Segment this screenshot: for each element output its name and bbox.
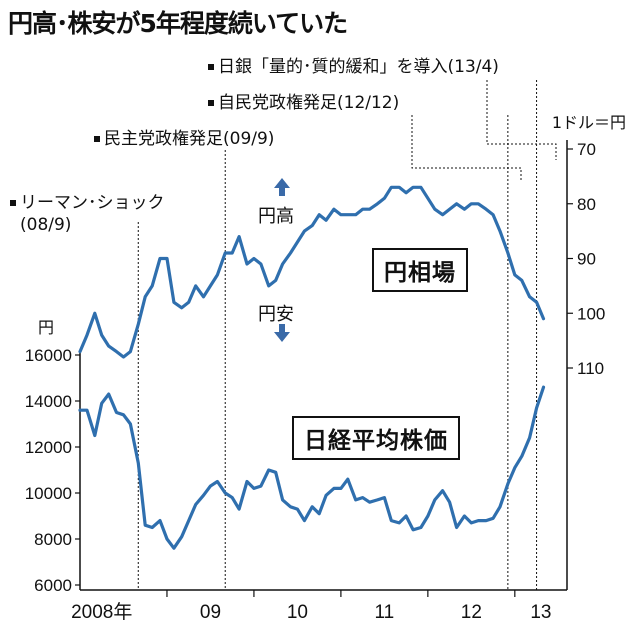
left-unit-label: 円 xyxy=(38,318,54,337)
chart-title: 円高･株安が5年程度続いていた xyxy=(8,9,348,38)
nikkei-series xyxy=(78,385,546,550)
bullet-icon xyxy=(94,136,100,142)
annotation-lehman-text: リーマン･ショック xyxy=(20,193,165,213)
left-tick-label: 10000 xyxy=(25,484,72,503)
nikkei-line xyxy=(78,385,546,550)
left-tick-label: 12000 xyxy=(25,438,72,457)
event-guide-lines xyxy=(137,80,557,590)
left-tick-label: 14000 xyxy=(25,392,72,411)
annotation-abenomics-text: 日銀「量的･質的緩和」を導入(13/4) xyxy=(218,57,499,77)
arrow-down-icon xyxy=(274,324,290,342)
x-axis-ticks: 2008年 09 10 11 12 13 xyxy=(71,590,551,623)
annotation-ldp: 自民党政権発足(12/12) xyxy=(208,92,399,114)
left-axis-ticks: 6000 8000 10000 12000 14000 16000 円 xyxy=(25,318,80,595)
annotation-dpj: 民主党政権発足(09/9) xyxy=(94,128,274,150)
annotation-ldp-text: 自民党政権発足(12/12) xyxy=(218,93,400,113)
bullet-icon xyxy=(208,64,214,70)
nikkei-label: 日経平均株価 xyxy=(292,416,460,460)
left-tick-label: 6000 xyxy=(34,576,72,595)
x-tick-label: 13 xyxy=(530,602,551,623)
direction-arrows xyxy=(274,178,290,342)
arrow-up-icon xyxy=(274,178,290,196)
bullet-icon xyxy=(10,200,16,206)
right-tick-label: 80 xyxy=(577,195,596,214)
yen-rate-line xyxy=(78,185,546,359)
yen-rate-series xyxy=(78,185,546,359)
left-tick-label: 8000 xyxy=(34,530,72,549)
annotation-abenomics: 日銀「量的･質的緩和」を導入(13/4) xyxy=(208,56,499,78)
x-tick-label: 2008年 xyxy=(71,601,132,623)
yen-weak-label: 円安 xyxy=(258,304,294,325)
abenomics-connector xyxy=(486,80,557,160)
right-tick-label: 70 xyxy=(577,140,596,159)
annotation-lehman: リーマン･ショック (08/9) xyxy=(10,192,165,236)
ldp-connector xyxy=(411,115,522,180)
x-tick-label: 11 xyxy=(375,602,395,623)
right-unit-label: 1ドル＝円 xyxy=(552,113,626,132)
left-tick-label: 16000 xyxy=(25,346,72,365)
right-tick-label: 100 xyxy=(577,304,605,323)
right-tick-label: 110 xyxy=(577,359,604,378)
right-tick-label: 90 xyxy=(577,250,596,269)
annotation-dpj-text: 民主党政権発足(09/9) xyxy=(104,129,275,149)
right-axis-ticks: 70 80 90 100 110 1ドル＝円 xyxy=(552,113,626,378)
axes xyxy=(79,140,568,591)
x-tick-label: 09 xyxy=(200,602,221,623)
x-tick-label: 10 xyxy=(287,602,308,623)
yen-strong-label: 円高 xyxy=(258,206,294,227)
annotation-lehman-date: (08/9) xyxy=(20,215,72,235)
bullet-icon xyxy=(208,100,214,106)
yen-rate-label: 円相場 xyxy=(372,248,468,292)
x-tick-label: 12 xyxy=(461,602,482,623)
